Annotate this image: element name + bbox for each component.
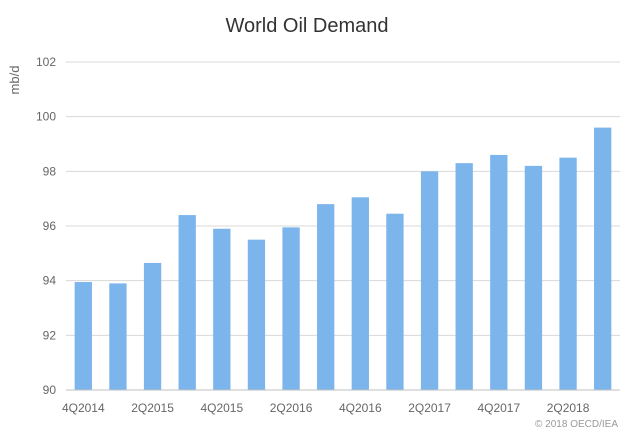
bar-1Q2015[interactable]: [109, 283, 127, 390]
bar-1Q2018[interactable]: [524, 165, 543, 390]
x-tick-label: 2Q2017: [408, 401, 451, 415]
bar-2Q2017[interactable]: [420, 171, 439, 390]
y-tick-label: 94: [43, 274, 57, 288]
x-tick-label: 4Q2015: [200, 401, 243, 415]
credit-text: © 2018 OECD/IEA: [535, 419, 618, 430]
y-tick-labels: 90 92 94 96 98 100 102: [36, 55, 56, 397]
y-tick-label: 90: [43, 383, 57, 397]
x-tick-label: 2Q2018: [547, 401, 590, 415]
y-tick-label: 98: [43, 164, 57, 178]
bar-3Q2018[interactable]: [594, 127, 612, 390]
x-tick-labels: 4Q2014 2Q2015 4Q2015 2Q2016 4Q2016 2Q2017 4Q20…: [62, 401, 590, 415]
bar-1Q2016[interactable]: [247, 239, 266, 390]
y-tick-label: 100: [36, 110, 56, 124]
x-tick-label: 4Q2017: [477, 401, 520, 415]
bar-2Q2018[interactable]: [559, 157, 577, 390]
bar-3Q2016[interactable]: [317, 204, 335, 390]
bar-2Q2016[interactable]: [282, 227, 300, 390]
bar-1Q2017[interactable]: [386, 213, 404, 390]
bar-3Q2015[interactable]: [178, 215, 196, 390]
bars: [74, 127, 612, 390]
y-tick-label: 96: [43, 219, 57, 233]
y-tick-label: 102: [36, 55, 56, 69]
x-tick-label: 2Q2015: [131, 401, 174, 415]
bar-3Q2017[interactable]: [455, 163, 473, 390]
y-axis-label: mb/d: [7, 66, 22, 95]
x-tick-label: 4Q2016: [339, 401, 382, 415]
bar-4Q2014[interactable]: [74, 282, 92, 390]
bar-4Q2016[interactable]: [351, 197, 369, 390]
y-tick-label: 92: [43, 328, 57, 342]
bar-2Q2015[interactable]: [143, 262, 162, 390]
x-tick-label: 2Q2016: [270, 401, 313, 415]
chart-title: World Oil Demand: [225, 15, 388, 37]
x-tick-label: 4Q2014: [62, 401, 105, 415]
bar-4Q2017[interactable]: [490, 154, 508, 390]
bar-4Q2015[interactable]: [213, 228, 231, 390]
